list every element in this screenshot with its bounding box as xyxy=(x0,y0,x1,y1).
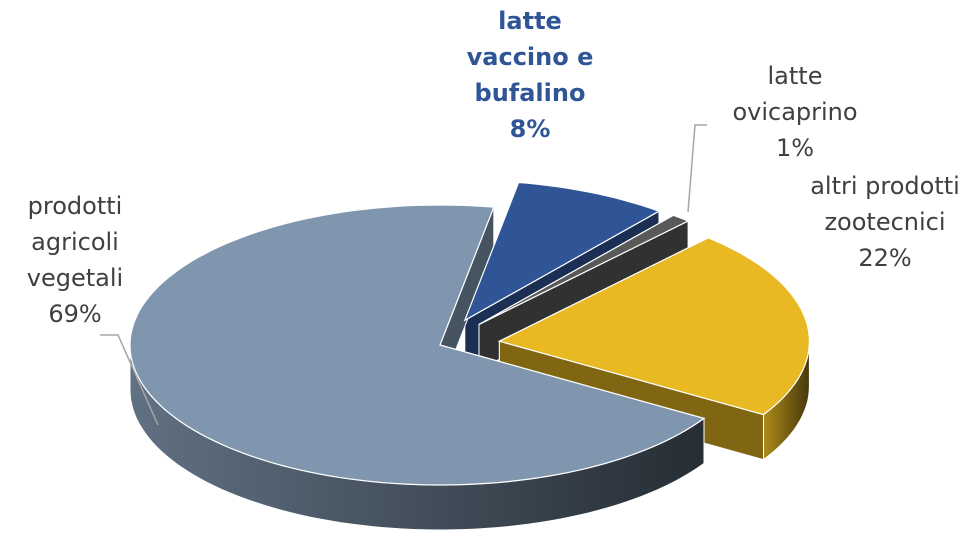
slice xyxy=(129,204,706,486)
value-label: 8% xyxy=(509,115,551,143)
category-label: latte ovicaprino xyxy=(732,62,858,126)
slice xyxy=(463,181,661,322)
slice xyxy=(497,237,811,416)
slice-label: latte vaccino e bufalino 8% xyxy=(445,3,615,147)
slice-label: prodotti agricoli vegetali 69% xyxy=(0,188,150,332)
category-label: altri prodotti zootecnici xyxy=(810,172,960,236)
slice xyxy=(478,214,690,325)
slice-label: altri prodotti zootecnici 22% xyxy=(805,168,965,276)
value-label: 1% xyxy=(775,134,815,162)
leader-line xyxy=(687,124,707,213)
category-label: prodotti agricoli vegetali xyxy=(26,192,124,292)
value-label: 22% xyxy=(858,244,912,272)
leader-line xyxy=(100,334,159,426)
slice-label: latte ovicaprino 1% xyxy=(705,58,885,166)
pie xyxy=(129,181,811,531)
category-label: latte vaccino e bufalino xyxy=(466,7,594,107)
value-label: 69% xyxy=(48,300,102,328)
